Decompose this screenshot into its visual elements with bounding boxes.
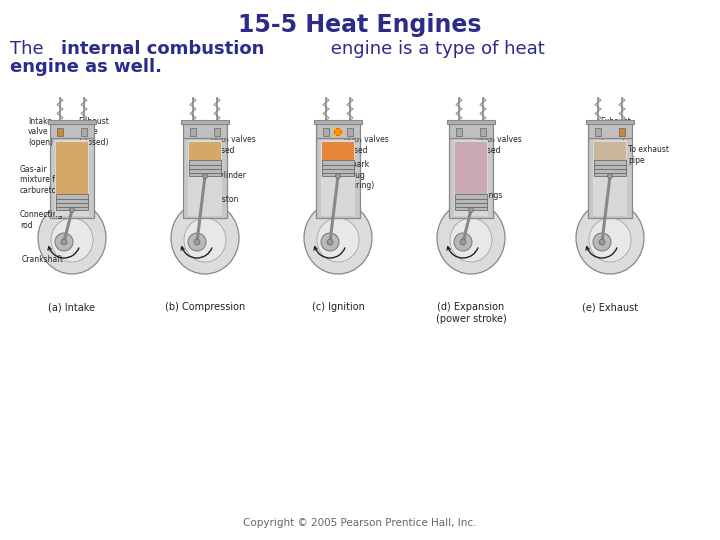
Text: Both valves
closed: Both valves closed [211,136,256,154]
Bar [480,128,486,136]
Circle shape [327,239,333,245]
Bar [50,124,94,138]
Ellipse shape [437,202,505,274]
Text: Spark
plug
(firing): Spark plug (firing) [348,160,374,190]
Circle shape [188,233,206,251]
Bar [593,140,627,216]
Ellipse shape [450,218,492,262]
Bar [190,128,196,136]
Text: (d) Expansion
(power stroke): (d) Expansion (power stroke) [436,302,506,323]
Text: Cylinder: Cylinder [215,171,247,179]
Circle shape [194,239,200,245]
Bar [588,138,632,218]
Ellipse shape [589,218,631,262]
Bar [347,128,353,136]
Bar [455,142,487,194]
Bar [321,140,355,216]
Bar [183,138,227,218]
Text: Exhaust
valve
(closed): Exhaust valve (closed) [78,117,109,147]
Text: Intake
valve
(open): Intake valve (open) [28,117,53,147]
Text: 15-5 Heat Engines: 15-5 Heat Engines [238,13,482,37]
Ellipse shape [317,218,359,262]
Text: engine is a type of heat: engine is a type of heat [325,40,545,58]
Bar [81,128,87,136]
Bar [189,142,221,160]
Bar [183,124,227,138]
Bar [188,140,222,216]
Bar [316,138,360,218]
Text: Both valves
closed: Both valves closed [344,136,389,154]
Bar [316,124,360,138]
Circle shape [599,239,605,245]
Bar [449,124,493,138]
Ellipse shape [576,202,644,274]
Text: Crankshaft: Crankshaft [22,255,64,265]
Circle shape [70,207,74,213]
Text: Exhaust
valve
(open): Exhaust valve (open) [600,117,631,147]
Circle shape [460,239,466,245]
Bar [314,120,362,124]
Circle shape [321,233,339,251]
Bar [57,128,63,136]
Text: To exhaust
pipe: To exhaust pipe [628,145,669,165]
Text: Both valves
closed: Both valves closed [477,136,522,154]
Bar [586,120,634,124]
Circle shape [336,173,341,179]
Ellipse shape [184,218,226,262]
Bar [189,160,221,176]
Bar [56,142,88,194]
Bar [323,128,329,136]
Text: The: The [10,40,50,58]
Ellipse shape [38,202,106,274]
Text: engine as well.: engine as well. [10,58,162,76]
Text: (e) Exhaust: (e) Exhaust [582,302,638,312]
Bar [322,142,354,160]
Bar [594,142,626,160]
Bar [48,120,96,124]
Circle shape [454,233,472,251]
Circle shape [469,207,474,213]
Bar [55,140,89,216]
Text: Piston: Piston [215,195,238,205]
Text: (a) Intake: (a) Intake [48,302,96,312]
Bar [456,128,462,136]
Bar [322,160,354,176]
Circle shape [335,129,341,136]
Bar [56,194,88,210]
Circle shape [608,173,613,179]
Bar [588,124,632,138]
Text: (b) Compression: (b) Compression [165,302,245,312]
Bar [455,194,487,210]
Bar [449,138,493,218]
Text: Connecting
rod: Connecting rod [20,210,63,230]
Circle shape [593,233,611,251]
Bar [50,138,94,218]
Circle shape [61,239,67,245]
Bar [214,128,220,136]
Bar [181,120,229,124]
Bar [619,128,625,136]
Circle shape [55,233,73,251]
Ellipse shape [171,202,239,274]
Bar [447,120,495,124]
Circle shape [202,173,207,179]
Text: internal combustion: internal combustion [61,40,264,58]
Bar [454,140,488,216]
Text: (c) Ignition: (c) Ignition [312,302,364,312]
Bar [594,160,626,176]
Ellipse shape [304,202,372,274]
Ellipse shape [51,218,93,262]
Text: Rings: Rings [481,191,503,199]
Text: Copyright © 2005 Pearson Prentice Hall, Inc.: Copyright © 2005 Pearson Prentice Hall, … [243,518,477,528]
Text: Gas-air
mixture from
carburetor: Gas-air mixture from carburetor [20,165,70,195]
Bar [595,128,601,136]
